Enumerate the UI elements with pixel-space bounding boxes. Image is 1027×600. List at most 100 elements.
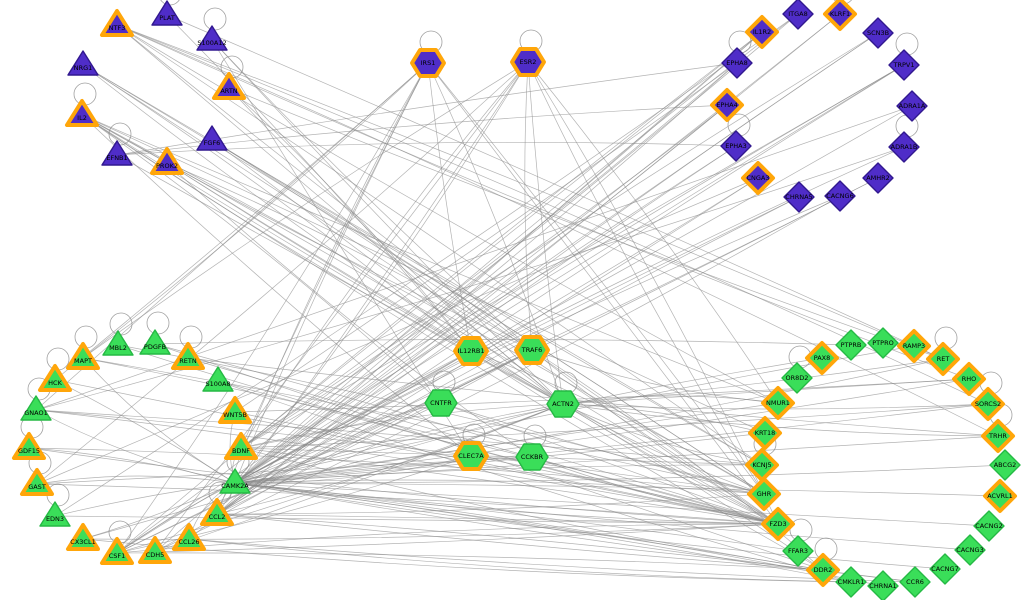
node-shape-triangle[interactable] — [66, 342, 100, 370]
node-OR8D2[interactable]: OR8D2 — [781, 362, 813, 394]
node-KLRF1[interactable]: KLRF1 — [823, 0, 857, 31]
node-shape-triangle[interactable] — [151, 0, 183, 26]
node-shape-triangle[interactable] — [224, 432, 258, 460]
node-MAPT[interactable]: MAPT — [66, 342, 100, 370]
node-shape-hexagon[interactable] — [514, 335, 550, 365]
node-shape-diamond[interactable] — [862, 162, 894, 194]
node-shape-hexagon[interactable] — [424, 389, 458, 417]
node-CACNG3[interactable]: CACNG3 — [954, 534, 986, 566]
node-shape-diamond[interactable] — [952, 362, 986, 396]
node-EPHA8[interactable]: EPHA8 — [721, 47, 753, 79]
node-shape-diamond[interactable] — [823, 0, 857, 31]
node-CCKBR[interactable]: CCKBR — [515, 443, 549, 471]
node-EDN3[interactable]: EDN3 — [39, 501, 71, 527]
node-NTF3[interactable]: NTF3 — [100, 9, 134, 37]
node-shape-diamond[interactable] — [781, 362, 813, 394]
node-PDGFB[interactable]: PDGFB — [139, 329, 171, 355]
node-shape-hexagon[interactable] — [515, 443, 549, 471]
node-ADRA1B[interactable]: ADRA1B — [888, 131, 920, 163]
node-CHRNA1[interactable]: CHRNA1 — [867, 570, 899, 600]
node-shape-diamond[interactable] — [983, 479, 1017, 513]
node-shape-triangle[interactable] — [12, 432, 46, 460]
node-shape-diamond[interactable] — [748, 416, 782, 450]
node-ITGA8[interactable]: ITGA8 — [782, 0, 814, 30]
node-shape-diamond[interactable] — [973, 510, 1005, 542]
node-GDF15[interactable]: GDF15 — [12, 432, 46, 460]
node-shape-triangle[interactable] — [150, 147, 184, 175]
node-shape-diamond[interactable] — [867, 327, 899, 359]
node-CNGA3[interactable]: CNGA3 — [741, 161, 775, 195]
node-shape-diamond[interactable] — [824, 180, 856, 212]
node-shape-diamond[interactable] — [747, 477, 781, 511]
node-shape-triangle[interactable] — [65, 99, 99, 127]
node-PLAT[interactable]: PLAT — [151, 0, 183, 26]
node-SORCS2[interactable]: SORCS2 — [971, 387, 1005, 421]
node-shape-diamond[interactable] — [897, 329, 931, 363]
node-shape-triangle[interactable] — [172, 523, 206, 551]
node-shape-triangle[interactable] — [202, 366, 234, 392]
node-ACTN2[interactable]: ACTN2 — [546, 390, 580, 418]
node-KRT18[interactable]: KRT18 — [748, 416, 782, 450]
node-shape-diamond[interactable] — [761, 386, 795, 420]
node-ABCG2[interactable]: ABCG2 — [989, 449, 1021, 481]
node-ESR2[interactable]: ESR2 — [510, 47, 546, 77]
node-shape-triangle[interactable] — [38, 364, 72, 392]
node-shape-diamond[interactable] — [926, 342, 960, 376]
node-WNT5B[interactable]: WNT5B — [218, 396, 252, 424]
node-CDH5[interactable]: CDH5 — [138, 536, 172, 564]
node-shape-diamond[interactable] — [782, 0, 814, 30]
node-IL1R2[interactable]: IL1R2 — [745, 15, 779, 49]
node-CACNG6[interactable]: CACNG6 — [824, 180, 856, 212]
node-CHRNA5[interactable]: CHRNA5 — [783, 181, 815, 213]
node-TRHR[interactable]: TRHR — [981, 419, 1015, 453]
node-shape-diamond[interactable] — [862, 17, 894, 49]
node-shape-triangle[interactable] — [100, 537, 134, 565]
node-shape-diamond[interactable] — [720, 130, 752, 162]
node-CCL2[interactable]: CCL2 — [200, 498, 234, 526]
node-MBL2[interactable]: MBL2 — [102, 330, 134, 356]
node-RHO[interactable]: RHO — [952, 362, 986, 396]
node-shape-diamond[interactable] — [835, 566, 867, 598]
node-shape-triangle[interactable] — [66, 523, 100, 551]
node-HCK[interactable]: HCK — [38, 364, 72, 392]
node-NMUR1[interactable]: NMUR1 — [761, 386, 795, 420]
node-EPHA3[interactable]: EPHA3 — [720, 130, 752, 162]
node-shape-diamond[interactable] — [888, 49, 920, 81]
node-ACVRL1[interactable]: ACVRL1 — [983, 479, 1017, 513]
node-CCR6[interactable]: CCR6 — [899, 566, 931, 598]
node-shape-diamond[interactable] — [805, 341, 839, 375]
node-IL2[interactable]: IL2 — [65, 99, 99, 127]
node-shape-diamond[interactable] — [896, 90, 928, 122]
node-shape-diamond[interactable] — [899, 566, 931, 598]
node-shape-triangle[interactable] — [196, 125, 228, 151]
node-shape-diamond[interactable] — [741, 161, 775, 195]
node-GHR[interactable]: GHR — [747, 477, 781, 511]
node-shape-diamond[interactable] — [981, 419, 1015, 453]
node-CNTFR[interactable]: CNTFR — [424, 389, 458, 417]
node-IRS1[interactable]: IRS1 — [410, 48, 446, 78]
node-PTPRB[interactable]: PTPRB — [835, 329, 867, 361]
node-shape-triangle[interactable] — [67, 50, 99, 76]
node-shape-triangle[interactable] — [171, 342, 205, 370]
node-shape-triangle[interactable] — [139, 329, 171, 355]
node-shape-hexagon[interactable] — [546, 390, 580, 418]
node-shape-diamond[interactable] — [806, 553, 840, 587]
node-shape-triangle[interactable] — [138, 536, 172, 564]
node-GNAO1[interactable]: GNAO1 — [20, 395, 52, 421]
node-shape-triangle[interactable] — [218, 396, 252, 424]
node-shape-hexagon[interactable] — [410, 48, 446, 78]
node-shape-triangle[interactable] — [101, 140, 133, 166]
node-RAMP3[interactable]: RAMP3 — [897, 329, 931, 363]
node-shape-triangle[interactable] — [212, 72, 246, 100]
node-EPHA4[interactable]: EPHA4 — [710, 88, 744, 122]
node-AMHR2[interactable]: AMHR2 — [862, 162, 894, 194]
node-shape-triangle[interactable] — [102, 330, 134, 356]
node-shape-triangle[interactable] — [100, 9, 134, 37]
node-shape-diamond[interactable] — [888, 131, 920, 163]
node-shape-diamond[interactable] — [745, 15, 779, 49]
node-RET[interactable]: RET — [926, 342, 960, 376]
node-shape-diamond[interactable] — [710, 88, 744, 122]
node-shape-diamond[interactable] — [929, 553, 961, 585]
node-shape-diamond[interactable] — [721, 47, 753, 79]
node-shape-diamond[interactable] — [782, 535, 814, 567]
